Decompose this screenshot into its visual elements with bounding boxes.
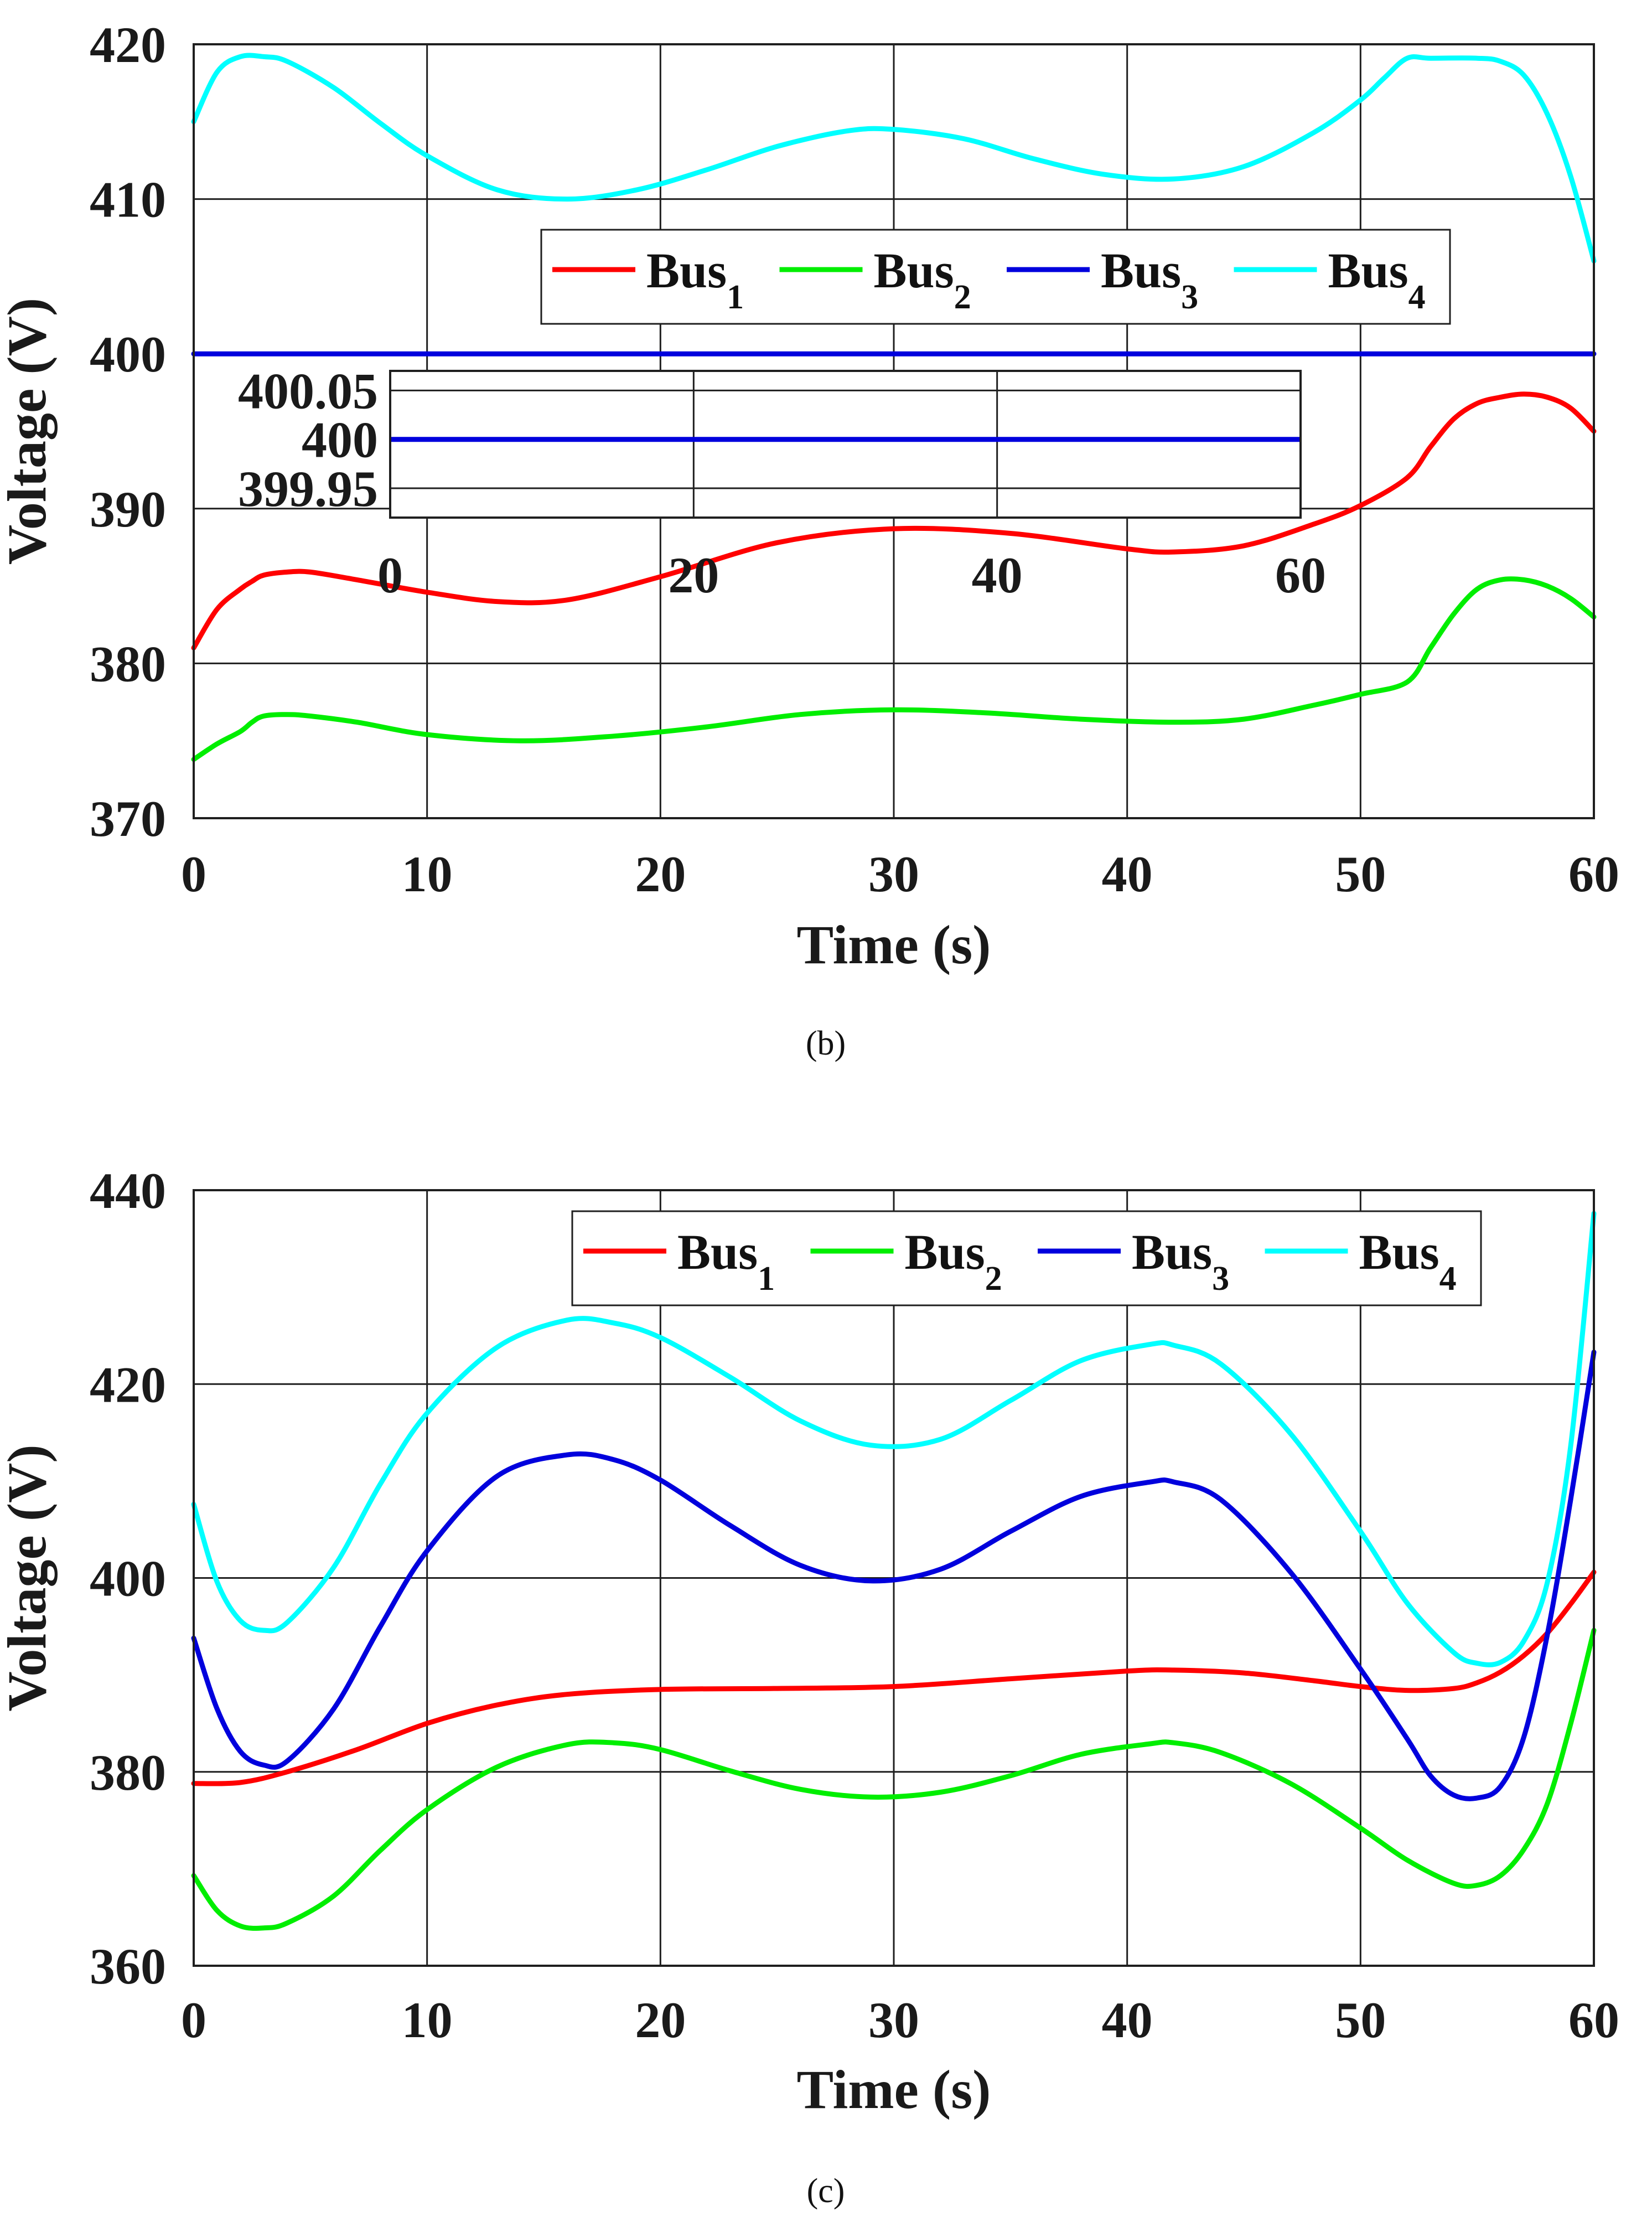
legend-box	[571, 1210, 1482, 1306]
x-tick-label: 10	[402, 1992, 453, 2048]
legend-box	[540, 229, 1451, 325]
y-tick-label: 380	[90, 1744, 166, 1801]
series-line-bus4	[191, 53, 1597, 264]
x-tick-label: 30	[868, 846, 919, 902]
y-tick-label: 370	[90, 791, 166, 847]
x-tick-label: 30	[868, 1992, 919, 2048]
legend-subscript: 1	[727, 278, 744, 316]
series-line-bus1	[191, 1569, 1597, 1786]
inset-x-tick-label: 40	[972, 547, 1023, 603]
y-tick-label: 420	[90, 1356, 166, 1413]
x-tick-label: 20	[635, 1992, 686, 2048]
series-line-bus1	[191, 391, 1597, 650]
inset-y-tick-label: 400.05	[238, 363, 378, 419]
legend: Bus1 Bus2 Bus3 Bus4	[540, 229, 1451, 325]
legend-subscript: 4	[1408, 278, 1426, 316]
y-axis-label: Voltage (V)	[0, 1444, 58, 1711]
chart-c: 0 10 20 30 40 50 60 360 380 400 420 440 Time (s) Volt…	[0, 1163, 1619, 2210]
y-tick-label: 410	[90, 172, 166, 228]
plot-frame	[193, 43, 1595, 819]
inset-y-tick-label: 400	[302, 412, 378, 468]
x-tick-label: 0	[181, 846, 206, 902]
x-axis-label: Time (s)	[797, 914, 991, 975]
y-tick-label: 420	[90, 17, 166, 73]
legend-subscript: 2	[954, 278, 971, 316]
inset-y-tick-label: 399.95	[238, 461, 378, 517]
y-tick-label: 380	[90, 636, 166, 692]
series-line-bus3	[191, 1350, 1597, 1801]
legend-subscript: 3	[1212, 1260, 1229, 1298]
series-line-bus2	[191, 1628, 1597, 1931]
legend-subscript: 2	[985, 1260, 1002, 1298]
inset-x-tick-label: 20	[668, 547, 719, 603]
y-tick-label: 400	[90, 326, 166, 383]
legend-subscript: 1	[758, 1260, 775, 1298]
x-tick-label: 50	[1335, 1992, 1386, 2048]
legend-subscript: 3	[1181, 278, 1198, 316]
y-tick-label: 400	[90, 1551, 166, 1607]
inset-background	[390, 371, 1301, 518]
inset-x-tick-label: 0	[377, 547, 403, 603]
y-tick-label: 440	[90, 1163, 166, 1219]
figure-caption: (b)	[806, 1025, 846, 1062]
plot-frame	[193, 1189, 1595, 1967]
y-tick-label: 360	[90, 1938, 166, 1995]
x-tick-label: 40	[1102, 1992, 1153, 2048]
x-axis-label: Time (s)	[797, 2059, 991, 2120]
x-tick-label: 20	[635, 846, 686, 902]
figure-caption: (c)	[807, 2172, 845, 2210]
y-axis-label: Voltage (V)	[0, 298, 58, 565]
y-tick-label: 390	[90, 481, 166, 538]
inset-x-tick-label: 60	[1275, 547, 1326, 603]
x-tick-label: 50	[1335, 846, 1386, 902]
inset-frame	[389, 370, 1302, 519]
legend: Bus1 Bus2 Bus3 Bus4	[571, 1210, 1482, 1306]
series-line-bus2	[191, 576, 1597, 762]
x-tick-label: 0	[181, 1992, 206, 2048]
series-line-bus4	[191, 1211, 1597, 1667]
x-tick-label: 10	[402, 846, 453, 902]
x-tick-label: 60	[1568, 1992, 1619, 2048]
x-tick-label: 60	[1568, 846, 1619, 902]
legend-subscript: 4	[1439, 1260, 1457, 1298]
x-tick-label: 40	[1102, 846, 1153, 902]
